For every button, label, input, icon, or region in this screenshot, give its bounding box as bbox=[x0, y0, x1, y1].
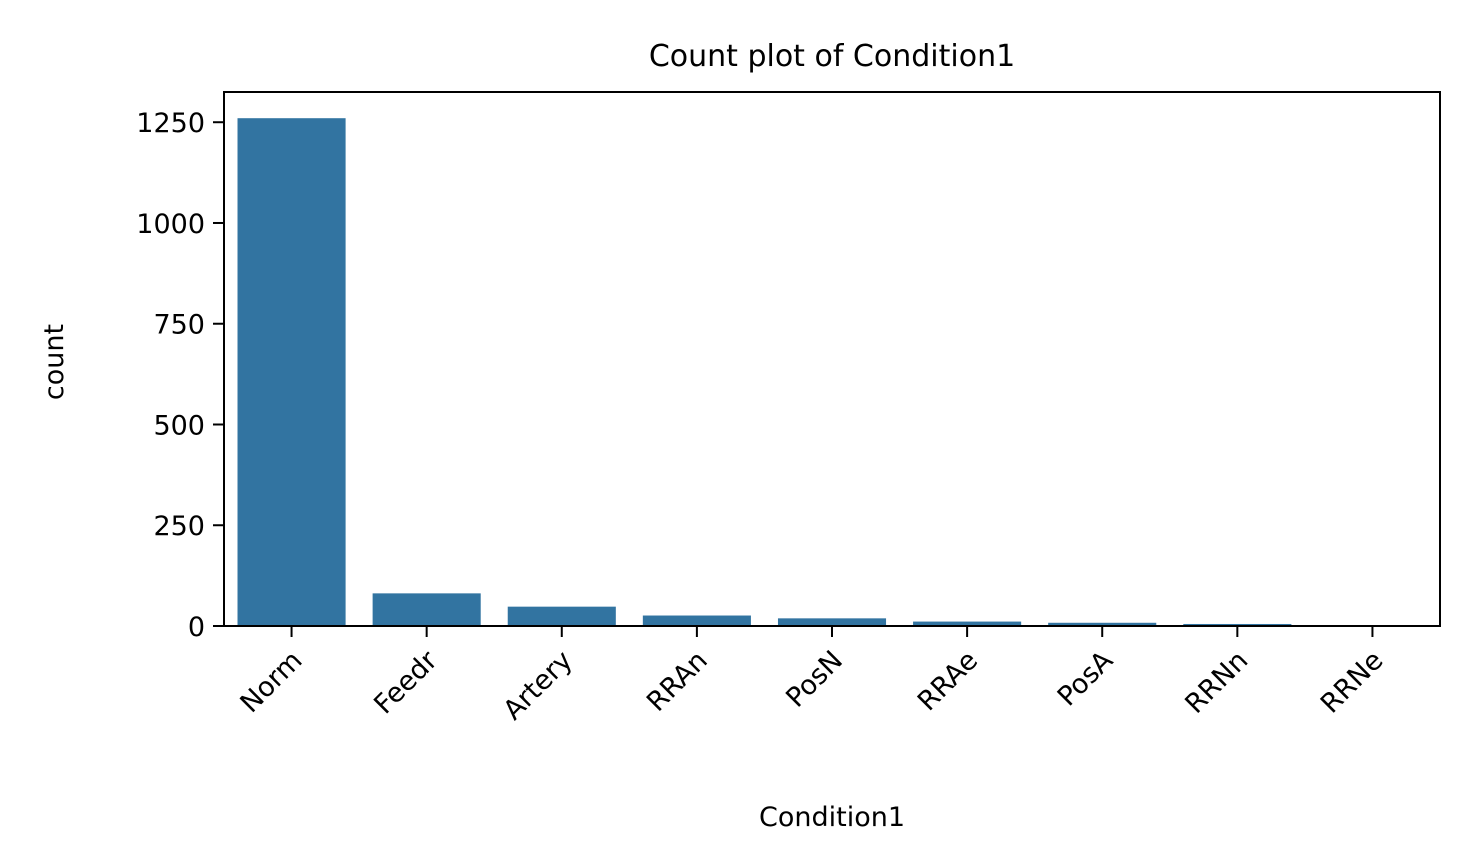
bar-rrae bbox=[913, 621, 1022, 626]
bar-rran bbox=[642, 615, 751, 626]
x-tick-label-posn: PosN bbox=[780, 645, 849, 714]
y-tick-label: 1000 bbox=[136, 209, 205, 240]
y-tick-label: 750 bbox=[153, 310, 205, 341]
x-tick-label-rrne: RRNe bbox=[1315, 645, 1389, 719]
x-tick-label-posa: PosA bbox=[1052, 645, 1120, 713]
y-axis: 0 250 500 750 1000 1250 bbox=[136, 108, 224, 643]
bar-rrnn bbox=[1183, 623, 1292, 626]
x-tick-label-artery: Artery bbox=[498, 645, 579, 726]
chart-title: Count plot of Condition1 bbox=[649, 39, 1015, 74]
y-tick-label: 1250 bbox=[136, 108, 205, 139]
y-tick-label: 500 bbox=[153, 410, 205, 441]
x-tick-label-feedr: Feedr bbox=[368, 644, 444, 720]
bar-artery bbox=[507, 606, 616, 626]
x-axis: Norm Feedr Artery RRAn PosN RRAe PosA RRNn RRNe bbox=[235, 626, 1389, 726]
bar-feedr bbox=[372, 593, 481, 626]
y-tick-label: 250 bbox=[153, 511, 205, 542]
y-tick-label: 0 bbox=[188, 612, 205, 643]
x-tick-label-rrnn: RRNn bbox=[1179, 645, 1254, 720]
bar-posn bbox=[777, 618, 887, 626]
y-axis-label: count bbox=[39, 324, 70, 400]
x-tick-label-rran: RRAn bbox=[641, 645, 714, 718]
plot-frame bbox=[223, 91, 1441, 627]
bars-group bbox=[237, 118, 1427, 626]
x-axis-label: Condition1 bbox=[759, 802, 905, 833]
x-tick-label-norm: Norm bbox=[235, 645, 309, 719]
bar-norm bbox=[237, 118, 346, 626]
bar-posa bbox=[1048, 622, 1157, 626]
x-tick-label-rrae: RRAe bbox=[912, 645, 984, 717]
